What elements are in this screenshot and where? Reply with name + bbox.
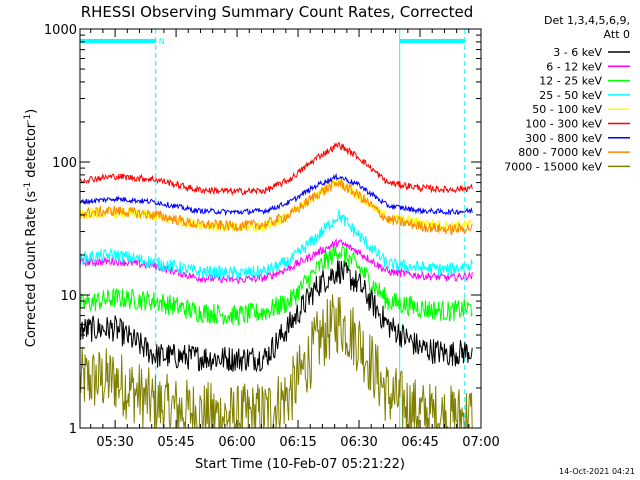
- series-line-6: [79, 172, 473, 217]
- y-tick-label-0: 1: [69, 422, 77, 437]
- legend-label-4: 50 - 100 keV: [532, 103, 602, 116]
- x-tick-label-5: 06:45: [401, 435, 438, 450]
- x-tick-label-0: 05:30: [96, 435, 133, 450]
- y-tick-label-1: 10: [60, 289, 77, 304]
- legend-label-5: 100 - 300 keV: [525, 118, 602, 131]
- plot-frame: [79, 28, 482, 429]
- series-line-7: [79, 177, 473, 236]
- y-axis: 1 10 100 1000: [44, 23, 481, 437]
- night-bar-0: [80, 39, 156, 43]
- render-timestamp: 14-Oct-2021 04:21: [559, 467, 635, 476]
- x-tick-label-6: 07:00: [462, 435, 499, 450]
- legend-label-1: 6 - 12 keV: [546, 60, 602, 73]
- x-tick-label-3: 06:15: [279, 435, 316, 450]
- x-tick-label-4: 06:30: [340, 435, 377, 450]
- legend-label-0: 3 - 6 keV: [553, 46, 602, 59]
- x-tick-label-1: 05:45: [157, 435, 194, 450]
- legend-header-line2: Att 0: [604, 28, 630, 41]
- series-line-0: [79, 260, 473, 373]
- chart-title: RHESSI Observing Summary Count Rates, Co…: [81, 3, 474, 21]
- y-tick-label-2: 100: [52, 156, 77, 171]
- legend-label-7: 800 - 7000 keV: [518, 146, 602, 159]
- y-axis-label: Corrected Count Rate (s-1 detector-1): [23, 109, 39, 347]
- night-bar-1: [399, 39, 465, 43]
- night-marker: N: [159, 37, 165, 46]
- y-tick-label-3: 1000: [44, 23, 77, 38]
- x-axis-label: Start Time (10-Feb-07 05:21:22): [195, 457, 405, 472]
- legend-label-3: 25 - 50 keV: [539, 89, 602, 102]
- series-layer: [79, 141, 473, 430]
- legend-label-2: 12 - 25 keV: [539, 75, 602, 88]
- x-tick-label-2: 06:00: [218, 435, 255, 450]
- legend-label-6: 300 - 800 keV: [525, 132, 602, 145]
- x-axis: 05:30 05:45 06:00 06:15 06:30 06:45 07:00: [90, 29, 500, 450]
- series-line-1: [79, 237, 473, 285]
- series-line-5: [79, 141, 473, 197]
- legend-label-8: 7000 - 15000 keV: [504, 160, 602, 173]
- series-line-3: [79, 209, 473, 280]
- legend-header-line1: Det 1,3,4,5,6,9,: [544, 14, 630, 27]
- series-line-2: [79, 244, 473, 326]
